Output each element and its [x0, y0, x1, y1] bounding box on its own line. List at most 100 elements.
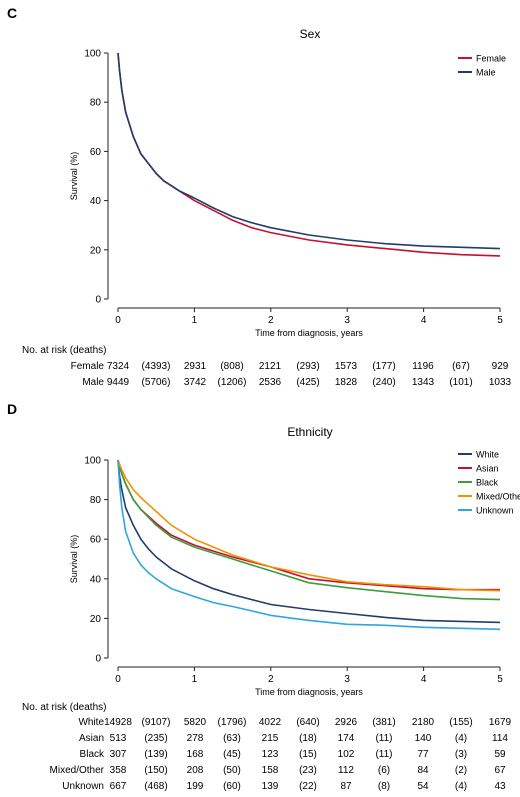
- risk-table-cell: 87: [340, 781, 352, 792]
- risk-table-cell: 215: [262, 733, 279, 744]
- risk-table-cell: (15): [299, 749, 317, 760]
- risk-table-cell: (50): [223, 765, 241, 776]
- x-tick-label: 4: [421, 315, 427, 326]
- risk-table-cell: (4393): [142, 361, 171, 372]
- x-axis-label: Time from diagnosis, years: [255, 687, 363, 697]
- risk-table-cell: 1033: [489, 377, 512, 388]
- risk-table-cell: 667: [110, 781, 127, 792]
- legend-label-asian: Asian: [476, 464, 499, 474]
- chart-panel-c: C Sex 0 20 40 60 80 100 Survival (%) 0 1 2 3 4 5 Time f…: [7, 5, 512, 388]
- series-line-unknown: [117, 459, 501, 631]
- risk-table-cell: 199: [187, 781, 204, 792]
- legend-label-mixed-other: Mixed/Other: [476, 492, 520, 502]
- risk-table-cell: (22): [299, 781, 317, 792]
- risk-table-cell: 2180: [412, 717, 435, 728]
- risk-table-cell: 278: [187, 733, 204, 744]
- series-line-female: [117, 52, 501, 257]
- risk-table-cell: 102: [338, 749, 355, 760]
- risk-table-cell: 43: [494, 781, 506, 792]
- risk-table-cell: (4): [455, 781, 467, 792]
- x-tick-label: 5: [497, 674, 503, 685]
- risk-table-cell: 140: [415, 733, 432, 744]
- risk-table-cell: 1196: [412, 361, 434, 372]
- risk-table-cell: (808): [220, 361, 243, 372]
- risk-table-cell: (101): [449, 377, 472, 388]
- panel-label: D: [7, 401, 17, 417]
- risk-table-cell: 4022: [259, 717, 282, 728]
- y-axis-label: Survival (%): [69, 535, 79, 584]
- risk-table-cell: 513: [110, 733, 127, 744]
- series-line-black: [117, 459, 501, 601]
- risk-table-cell: (11): [375, 749, 392, 760]
- x-tick-label: 2: [268, 315, 274, 326]
- risk-table-cell: (45): [223, 749, 241, 760]
- y-tick-label: 60: [90, 147, 102, 158]
- legend-label-female: Female: [476, 54, 506, 64]
- risk-table-cell: (3): [455, 749, 467, 760]
- risk-table-cell: 54: [417, 781, 429, 792]
- x-axis-label: Time from diagnosis, years: [255, 328, 363, 338]
- risk-table-cell: (6): [378, 765, 390, 776]
- risk-row-label-male: Male: [82, 377, 104, 388]
- risk-table-cell: 158: [262, 765, 279, 776]
- risk-table-cell: 2121: [259, 361, 282, 372]
- x-tick-label: 5: [497, 315, 503, 326]
- risk-table-cell: 2931: [184, 361, 207, 372]
- legend-label-male: Male: [476, 68, 496, 78]
- y-tick-label: 60: [90, 535, 102, 546]
- y-axis-label: Survival (%): [69, 152, 79, 201]
- risk-row-label-unknown: Unknown: [62, 781, 104, 792]
- risk-table-cell: 114: [492, 733, 508, 744]
- risk-table-cell: 77: [417, 749, 429, 760]
- risk-table-cell: (1796): [218, 717, 247, 728]
- risk-row-label-white: White: [78, 717, 104, 728]
- risk-table-cell: (640): [296, 717, 319, 728]
- risk-table-cell: 7324: [107, 361, 130, 372]
- risk-table-cell: 208: [187, 765, 204, 776]
- risk-table-cell: 123: [262, 749, 279, 760]
- series-line-male: [117, 52, 501, 250]
- y-tick-label: 40: [90, 196, 102, 207]
- risk-table-cell: 1343: [412, 377, 435, 388]
- risk-row-label-female: Female: [71, 361, 105, 372]
- risk-table-cell: (150): [144, 765, 167, 776]
- x-tick-label: 3: [344, 315, 350, 326]
- risk-table-cell: (1206): [218, 377, 247, 388]
- risk-table-cell: (293): [296, 361, 319, 372]
- risk-table-cell: 139: [262, 781, 279, 792]
- y-tick-label: 80: [90, 495, 102, 506]
- legend-label-unknown: Unknown: [476, 506, 514, 516]
- risk-row-label-mixed-other: Mixed/Other: [50, 765, 105, 776]
- y-tick-label: 20: [90, 614, 102, 625]
- x-tick-label: 2: [268, 674, 274, 685]
- risk-table-cell: (67): [452, 361, 470, 372]
- series-line-white: [117, 459, 501, 624]
- risk-table-cell: 112: [338, 765, 354, 776]
- risk-table-cell: (155): [449, 717, 472, 728]
- risk-table-cell: (63): [223, 733, 241, 744]
- risk-table-cell: 59: [494, 749, 506, 760]
- risk-table-cell: 84: [417, 765, 429, 776]
- x-tick-label: 4: [421, 674, 427, 685]
- legend-label-white: White: [476, 450, 499, 460]
- y-tick-label: 0: [95, 654, 101, 665]
- y-tick-label: 40: [90, 574, 102, 585]
- risk-table-cell: (425): [296, 377, 319, 388]
- x-tick-label: 0: [115, 674, 121, 685]
- risk-table-cell: 3742: [184, 377, 207, 388]
- risk-table-cell: (235): [144, 733, 167, 744]
- risk-table-cell: 358: [110, 765, 127, 776]
- risk-table-cell: (2): [455, 765, 467, 776]
- y-tick-label: 100: [84, 456, 101, 467]
- x-tick-label: 1: [192, 674, 198, 685]
- risk-table-cell: 14928: [104, 717, 132, 728]
- panel-label: C: [7, 5, 17, 21]
- risk-table-cell: 929: [492, 361, 509, 372]
- risk-table-title: No. at risk (deaths): [22, 702, 106, 713]
- y-tick-label: 0: [95, 295, 101, 306]
- risk-table-cell: (23): [299, 765, 317, 776]
- risk-table-cell: (139): [144, 749, 167, 760]
- series-line-mixed-other: [117, 459, 501, 592]
- risk-table-cell: (468): [144, 781, 167, 792]
